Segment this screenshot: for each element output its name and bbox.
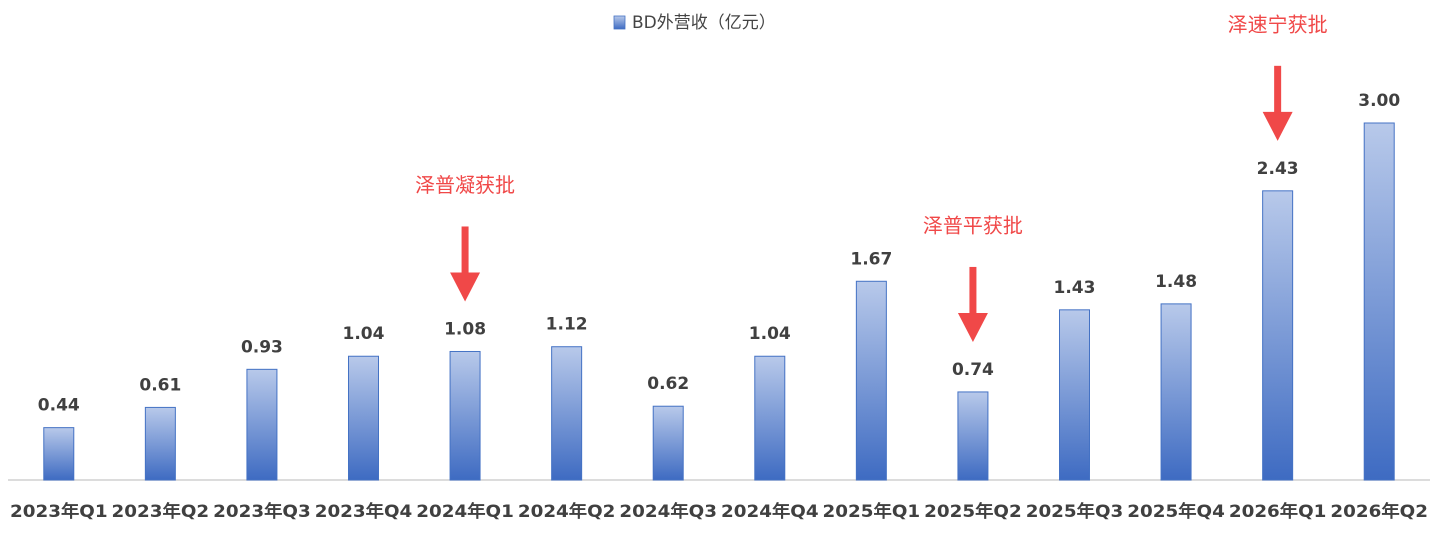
annotation-text: 泽普凝获批	[415, 173, 515, 197]
value-label: 3.00	[1358, 91, 1400, 111]
value-label: 0.61	[139, 375, 181, 395]
value-label: 1.04	[343, 324, 385, 344]
legend-swatch	[613, 15, 626, 30]
annotation-arrow-head	[1262, 111, 1293, 141]
annotation-arrow-head	[957, 312, 988, 342]
bar	[754, 355, 786, 481]
bar	[1160, 303, 1192, 481]
x-tick-label: 2026年Q1	[1229, 501, 1327, 522]
value-label: 1.48	[1155, 272, 1197, 292]
x-tick-label: 2023年Q3	[213, 501, 311, 522]
value-label: 1.67	[850, 249, 892, 269]
value-label: 1.12	[546, 315, 588, 335]
annotation-arrow-shaft	[969, 266, 977, 315]
value-label: 1.08	[444, 319, 486, 339]
bar	[1059, 309, 1090, 481]
value-label: 0.62	[647, 374, 689, 394]
value-label: 1.43	[1054, 278, 1096, 298]
annotation-arrow-head	[450, 272, 481, 302]
x-tick-label: 2026年Q2	[1330, 501, 1428, 522]
bar	[43, 427, 75, 481]
bar	[144, 406, 176, 481]
x-tick-label: 2025年Q2	[924, 501, 1022, 522]
value-label: 0.74	[952, 360, 994, 380]
value-label: 0.93	[241, 337, 283, 357]
value-label: 1.04	[749, 324, 791, 344]
x-tick-label: 2024年Q3	[619, 501, 717, 522]
x-tick-label: 2025年Q3	[1026, 501, 1124, 522]
x-tick-label: 2023年Q1	[10, 501, 108, 522]
bar	[855, 280, 887, 481]
value-label: 2.43	[1257, 159, 1299, 179]
bar	[652, 405, 684, 481]
bar	[348, 355, 379, 481]
annotation-arrow-shaft	[1274, 65, 1282, 114]
bar	[957, 391, 989, 481]
annotation-text: 泽普平获批	[923, 213, 1023, 237]
x-tick-label: 2024年Q1	[416, 501, 514, 522]
bar	[551, 346, 583, 481]
x-tick-label: 2024年Q2	[518, 501, 616, 522]
bar	[1363, 122, 1395, 481]
bar	[449, 350, 481, 481]
annotation-arrow-shaft	[461, 226, 469, 275]
annotation-text: 泽速宁获批	[1228, 12, 1328, 36]
x-tick-label: 2024年Q4	[721, 501, 819, 522]
x-tick-label: 2023年Q4	[315, 501, 413, 522]
bar	[1262, 190, 1294, 481]
bar	[246, 368, 278, 481]
x-tick-label: 2025年Q1	[823, 501, 921, 522]
x-tick-label: 2025年Q4	[1127, 501, 1225, 522]
legend-label: BD外营收（亿元）	[632, 13, 776, 33]
x-tick-label: 2023年Q2	[112, 501, 210, 522]
value-label: 0.44	[38, 396, 80, 416]
